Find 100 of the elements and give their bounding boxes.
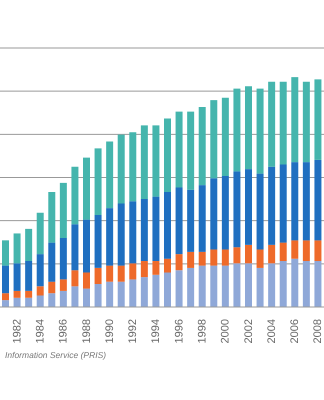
bar xyxy=(302,162,310,240)
bar xyxy=(2,240,9,266)
bar xyxy=(60,182,67,238)
bar xyxy=(268,166,276,245)
bar xyxy=(176,254,183,270)
bar xyxy=(25,290,32,298)
bar xyxy=(14,263,21,291)
bar xyxy=(245,263,252,307)
bar xyxy=(71,166,78,224)
x-tick-label: 1982 xyxy=(11,319,24,344)
bar xyxy=(60,279,67,291)
bar xyxy=(129,279,136,307)
bar xyxy=(106,141,114,208)
bar xyxy=(187,112,194,190)
bar xyxy=(118,282,125,307)
bar xyxy=(302,261,310,307)
x-tick-label: 1988 xyxy=(80,319,93,344)
bar xyxy=(140,261,148,278)
bar xyxy=(187,252,194,268)
bar xyxy=(94,148,102,216)
bar xyxy=(14,290,21,298)
bar xyxy=(36,296,44,307)
x-tick-label: 1992 xyxy=(127,319,140,344)
bar xyxy=(48,282,56,294)
bar xyxy=(83,158,90,220)
bar xyxy=(164,118,171,192)
bar xyxy=(14,233,21,264)
bar xyxy=(106,282,114,307)
bar xyxy=(233,247,240,264)
x-tick-label: 1984 xyxy=(34,319,46,344)
bar xyxy=(210,178,218,250)
bar xyxy=(245,169,252,245)
bar xyxy=(25,298,32,307)
bar xyxy=(152,261,160,275)
bar xyxy=(25,228,32,262)
bar xyxy=(245,86,252,170)
bar xyxy=(256,268,264,307)
bar xyxy=(140,198,148,262)
bar xyxy=(164,192,171,259)
bar xyxy=(198,185,206,252)
bar xyxy=(222,176,229,250)
bar xyxy=(280,82,287,164)
x-tick-label: 1998 xyxy=(196,319,208,344)
bar xyxy=(48,293,56,307)
bar xyxy=(291,258,298,307)
bar xyxy=(176,187,183,254)
bar xyxy=(14,298,21,307)
x-tick-label: 1990 xyxy=(104,319,116,344)
bar xyxy=(291,240,298,259)
bar xyxy=(198,266,206,307)
bar xyxy=(129,263,136,280)
bar xyxy=(176,112,183,188)
bar xyxy=(60,238,67,280)
x-tick-label: 2008 xyxy=(312,319,324,344)
bar xyxy=(187,190,194,252)
bar xyxy=(83,220,90,273)
bar xyxy=(210,100,218,178)
bar xyxy=(222,98,229,176)
bar xyxy=(2,300,9,307)
x-tick-label: 1986 xyxy=(58,319,70,344)
bar xyxy=(314,79,322,160)
x-tick-label: 2004 xyxy=(266,319,278,344)
bar xyxy=(118,204,125,266)
x-tick-label: 2006 xyxy=(289,319,302,344)
bar xyxy=(164,258,171,273)
bar xyxy=(256,174,264,250)
x-tick-label: 1996 xyxy=(173,319,186,344)
bar xyxy=(140,277,148,307)
bar xyxy=(268,82,276,167)
bar xyxy=(2,293,9,300)
bar xyxy=(71,224,78,270)
bar xyxy=(129,201,136,264)
bar xyxy=(280,164,287,243)
bar xyxy=(302,240,310,262)
bar xyxy=(152,125,160,197)
bar xyxy=(233,88,240,172)
bar xyxy=(94,284,102,307)
bar xyxy=(210,250,218,266)
bar xyxy=(210,266,218,307)
bar xyxy=(83,288,90,307)
bar xyxy=(314,261,322,307)
bar xyxy=(222,250,229,266)
bar xyxy=(36,286,44,296)
bar xyxy=(164,272,171,307)
bar xyxy=(280,261,287,307)
bar xyxy=(233,171,240,248)
bar xyxy=(83,272,90,289)
bar xyxy=(2,266,9,294)
bar xyxy=(291,77,298,162)
bar xyxy=(36,254,44,286)
bar xyxy=(60,290,67,307)
bar xyxy=(222,266,229,307)
x-tick-label: 2000 xyxy=(220,319,232,344)
bar xyxy=(71,270,78,286)
bar xyxy=(71,286,78,307)
bar xyxy=(176,270,183,307)
bar xyxy=(280,242,287,262)
bar xyxy=(152,196,160,262)
bar xyxy=(48,242,56,282)
bar xyxy=(198,252,206,266)
